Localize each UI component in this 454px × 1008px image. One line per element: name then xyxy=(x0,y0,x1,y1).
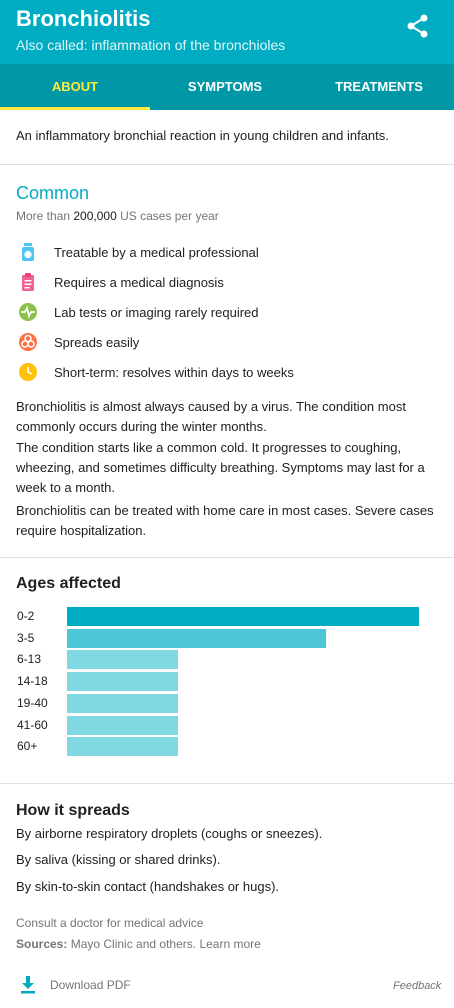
tab-about[interactable]: ABOUT xyxy=(51,79,99,94)
feature-treatable: Treatable by a medical professional xyxy=(54,245,259,260)
ages-affected-title: Ages affected xyxy=(16,575,121,592)
medicine-bottle-icon xyxy=(22,243,34,261)
biohazard-icon xyxy=(19,333,37,351)
age-group-label: 41-60 xyxy=(17,718,48,732)
sources-line: Sources: Mayo Clinic and others. Learn m… xyxy=(16,937,261,951)
cases-per-year: More than 200,000 US cases per year xyxy=(16,209,219,223)
condition-title: Bronchiolitis xyxy=(16,6,151,31)
tab-symptoms[interactable]: SYMPTOMS xyxy=(187,79,263,94)
prevalence-heading: Common xyxy=(16,183,90,203)
age-group-label: 0-2 xyxy=(17,609,35,623)
feature-lab-tests: Lab tests or imaging rarely required xyxy=(54,305,259,320)
share-icon[interactable] xyxy=(404,12,432,40)
age-group-bar xyxy=(67,672,178,691)
clock-icon xyxy=(19,363,37,381)
age-group-bar xyxy=(67,716,178,735)
download-pdf-link[interactable]: Download PDF xyxy=(50,978,131,992)
tab-bar: ABOUT SYMPTOMS TREATMENTS xyxy=(0,64,454,110)
age-group-label: 14-18 xyxy=(17,674,48,688)
spread-item: By saliva (kissing or shared drinks). xyxy=(16,852,221,867)
feature-spreads: Spreads easily xyxy=(54,335,140,350)
divider xyxy=(0,557,454,558)
download-icon[interactable] xyxy=(20,976,36,994)
age-group-label: 19-40 xyxy=(17,696,48,710)
active-tab-indicator xyxy=(0,107,150,110)
feedback-link[interactable]: Feedback xyxy=(393,980,442,992)
divider xyxy=(0,783,454,784)
condition-subtitle: Also called: inflammation of the bronchi… xyxy=(16,37,286,53)
age-group-label: 60+ xyxy=(17,739,38,753)
age-group-bar xyxy=(67,694,178,713)
feature-duration: Short-term: resolves within days to week… xyxy=(54,365,294,380)
age-group-bar xyxy=(67,607,419,626)
clipboard-icon xyxy=(22,273,34,291)
age-group-bar xyxy=(67,650,178,669)
about-paragraph: Bronchiolitis can be treated with home c… xyxy=(16,503,434,538)
app-header: Bronchiolitis Also called: inflammation … xyxy=(0,0,454,110)
age-group-label: 3-5 xyxy=(17,631,35,645)
pulse-icon xyxy=(19,303,37,321)
about-paragraph: Bronchiolitis is almost always caused by… xyxy=(16,399,406,434)
spread-item: By airborne respiratory droplets (coughs… xyxy=(16,826,323,841)
spread-item: By skin-to-skin contact (handshakes or h… xyxy=(16,879,280,894)
age-group-label: 6-13 xyxy=(17,652,42,666)
about-paragraph: The condition starts like a common cold.… xyxy=(16,440,425,495)
condition-description: An inflammatory bronchial reaction in yo… xyxy=(16,128,389,143)
tab-treatments[interactable]: TREATMENTS xyxy=(335,79,423,94)
divider xyxy=(0,164,454,165)
consult-doctor-note: Consult a doctor for medical advice xyxy=(16,916,204,930)
feature-diagnosis: Requires a medical diagnosis xyxy=(54,275,224,290)
learn-more-link[interactable]: Learn more xyxy=(199,937,261,951)
age-group-bar xyxy=(67,629,326,648)
age-group-bar xyxy=(67,737,178,756)
how-it-spreads-title: How it spreads xyxy=(16,802,130,819)
